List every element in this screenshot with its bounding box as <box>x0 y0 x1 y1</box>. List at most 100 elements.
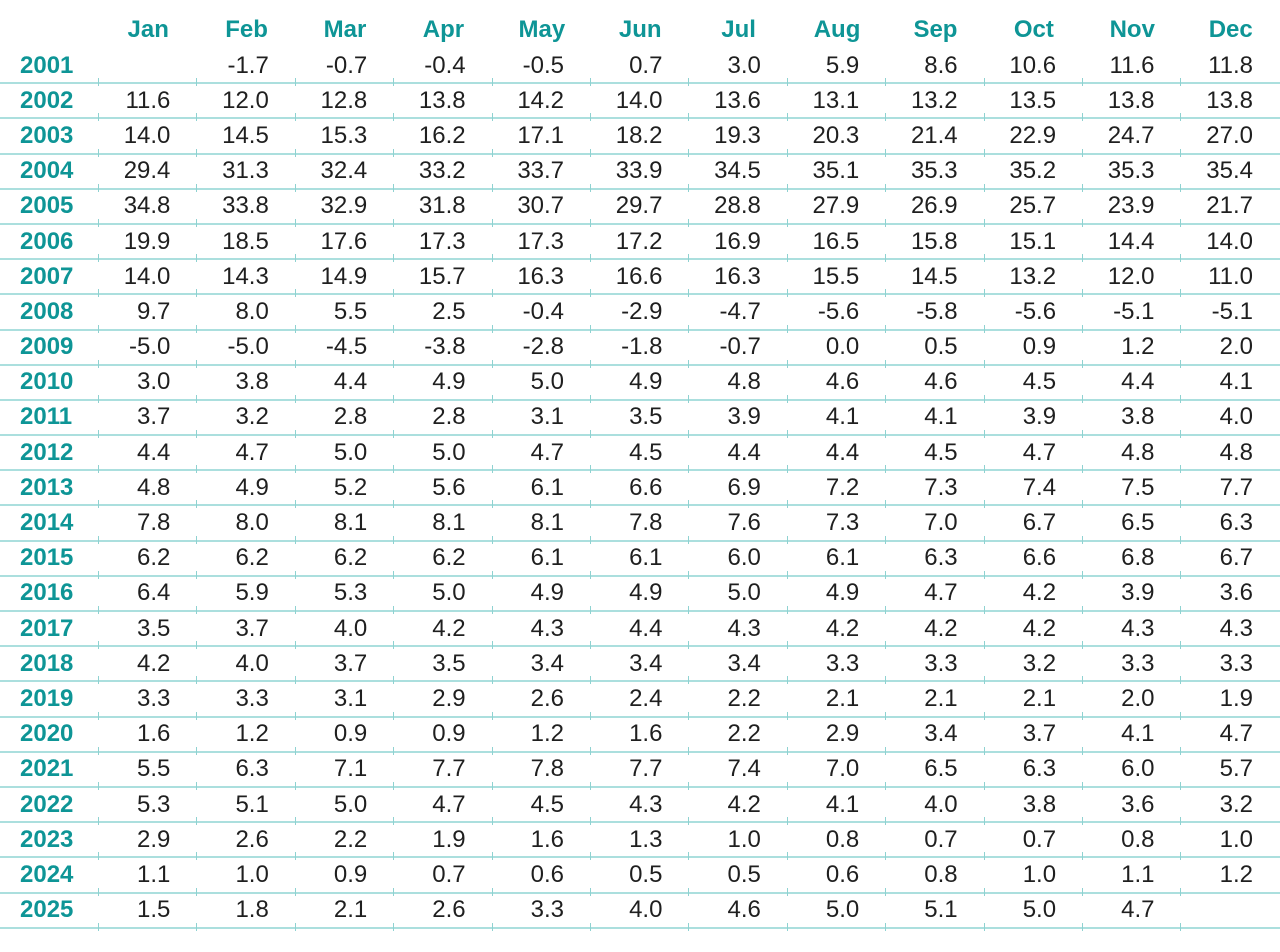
value-cell: 2.2 <box>689 718 789 755</box>
value-cell: 2.6 <box>492 682 592 720</box>
year-label: 2013 <box>0 471 99 509</box>
table-row-2011: 2011 3.7 3.2 2.8 2.8 3.1 3.5 3.9 4.1 4.1 3.9 3.8 4.0 <box>0 401 1280 439</box>
value-cell: 6.5 <box>886 753 986 791</box>
value-cell: 4.0 <box>295 612 395 650</box>
value-cell: 29.4 <box>99 155 198 192</box>
month-header-aug: Aug <box>813 16 861 43</box>
value-cell: 4.4 <box>591 612 690 650</box>
value-cell: -3.8 <box>394 331 494 368</box>
value-cell: -2.9 <box>591 295 690 333</box>
table-row-2014: 2014 7.8 8.0 8.1 8.1 8.1 7.8 7.6 7.3 7.0 6.7 6.5 6.3 <box>0 506 1280 544</box>
value-cell: -4.5 <box>295 331 395 368</box>
value-cell: 4.4 <box>787 436 887 474</box>
value-cell: 6.0 <box>1083 753 1182 791</box>
value-cell: 5.0 <box>394 577 494 615</box>
value-cell: 12.8 <box>295 84 395 122</box>
value-cell: 6.4 <box>99 577 198 615</box>
value-cell: 3.1 <box>492 401 592 439</box>
table-row-2024: 2024 1.1 1.0 0.9 0.7 0.6 0.5 0.5 0.6 0.8 1.0 1.1 1.2 <box>0 858 1280 896</box>
value-cell: 17.2 <box>591 225 690 263</box>
value-cell: 27.0 <box>1181 119 1280 155</box>
value-cell: 1.8 <box>197 894 297 931</box>
value-cell: 1.2 <box>1083 331 1182 368</box>
value-cell: 5.0 <box>295 436 395 474</box>
value-cell: 18.5 <box>197 225 297 263</box>
value-cell: -1.8 <box>591 331 690 368</box>
month-header-mar: Mar <box>323 16 367 43</box>
value-cell: 4.3 <box>591 788 690 826</box>
value-cell: -5.0 <box>99 331 198 368</box>
value-cell: 4.4 <box>99 436 198 474</box>
value-cell: 7.8 <box>591 506 690 544</box>
month-header-apr: Apr <box>422 16 465 43</box>
value-cell: 5.5 <box>99 753 198 791</box>
table-row-2017: 2017 3.5 3.7 4.0 4.2 4.3 4.4 4.3 4.2 4.2 4.2 4.3 4.3 <box>0 612 1280 650</box>
value-cell: 11.8 <box>1181 49 1280 85</box>
table-row-2021: 2021 5.5 6.3 7.1 7.7 7.8 7.7 7.4 7.0 6.5 6.3 6.0 5.7 <box>0 753 1280 791</box>
year-label: 2024 <box>0 858 99 896</box>
month-header-oct: Oct <box>1013 16 1054 43</box>
value-cell: 0.8 <box>1083 823 1182 861</box>
table-row-2025: 2025 1.5 1.8 2.1 2.6 3.3 4.0 4.6 5.0 5.1 5.0 4.7 <box>0 894 1280 931</box>
value-cell: 8.1 <box>492 506 592 544</box>
value-cell: 3.2 <box>984 647 1084 685</box>
value-cell: 7.4 <box>689 753 789 791</box>
value-cell: 7.2 <box>787 471 887 509</box>
value-cell: 6.1 <box>492 542 592 580</box>
value-cell: 4.4 <box>295 366 395 404</box>
value-cell: 0.0 <box>787 331 887 368</box>
value-cell: 3.8 <box>1083 401 1182 439</box>
value-cell: 7.5 <box>1083 471 1182 509</box>
value-cell: 4.1 <box>1181 366 1280 401</box>
value-cell: 3.8 <box>197 366 297 404</box>
value-cell: 31.8 <box>394 190 494 228</box>
value-cell: 3.4 <box>689 647 789 685</box>
value-cell: 3.1 <box>295 682 395 720</box>
value-cell: 0.9 <box>984 331 1084 368</box>
value-cell: 13.8 <box>1181 84 1280 120</box>
value-cell: 3.3 <box>1083 647 1182 685</box>
value-cell: 17.3 <box>394 225 494 263</box>
value-cell: 17.6 <box>295 225 395 263</box>
value-cell: 4.7 <box>984 436 1084 474</box>
value-cell: 34.5 <box>689 155 789 192</box>
value-cell: 0.7 <box>394 858 494 896</box>
table-row-2013: 2013 4.8 4.9 5.2 5.6 6.1 6.6 6.9 7.2 7.3 7.4 7.5 7.7 <box>0 471 1280 509</box>
value-cell: 3.7 <box>984 718 1084 755</box>
year-label: 2001 <box>0 49 99 87</box>
value-cell: 1.0 <box>984 858 1084 896</box>
value-cell: 4.2 <box>787 612 887 650</box>
value-cell: 13.2 <box>886 84 986 122</box>
value-cell: 4.3 <box>1181 612 1280 648</box>
value-cell: 6.1 <box>492 471 592 509</box>
value-cell: 1.9 <box>1181 682 1280 718</box>
value-cell: 4.0 <box>197 647 297 685</box>
value-cell: -0.7 <box>689 331 789 368</box>
value-cell: 4.2 <box>984 612 1084 650</box>
value-cell: 35.3 <box>1083 155 1182 192</box>
value-cell: 17.1 <box>492 119 592 157</box>
month-header-may: May <box>518 16 566 43</box>
value-cell: 3.7 <box>295 647 395 685</box>
value-cell: 13.1 <box>787 84 887 122</box>
value-cell: 4.7 <box>394 788 494 826</box>
value-cell: 3.0 <box>99 366 198 404</box>
value-cell: 27.9 <box>787 190 887 228</box>
value-cell: 4.0 <box>886 788 986 826</box>
value-cell: 4.2 <box>99 647 198 685</box>
value-cell: 2.2 <box>689 682 789 720</box>
value-cell: -5.6 <box>984 295 1084 333</box>
table-row-2012: 2012 4.4 4.7 5.0 5.0 4.7 4.5 4.4 4.4 4.5 4.7 4.8 4.8 <box>0 436 1280 474</box>
year-label: 2020 <box>0 718 99 755</box>
value-cell: 16.3 <box>492 260 592 298</box>
value-cell: 3.4 <box>591 647 690 685</box>
value-cell: 7.3 <box>787 506 887 544</box>
table-row-2008: 2008 9.7 8.0 5.5 2.5 -0.4 -2.9 -4.7 -5.6 -5.8 -5.6… <box>0 295 1280 333</box>
value-cell: 5.3 <box>99 788 198 826</box>
value-cell: 0.6 <box>492 858 592 896</box>
table-row-2018: 2018 4.2 4.0 3.7 3.5 3.4 3.4 3.4 3.3 3.3 3.2 3.3 3.3 <box>0 647 1280 685</box>
value-cell: 0.8 <box>787 823 887 861</box>
value-cell: 19.3 <box>689 119 789 157</box>
value-cell: 4.3 <box>1083 612 1182 650</box>
value-cell: 22.9 <box>984 119 1084 157</box>
